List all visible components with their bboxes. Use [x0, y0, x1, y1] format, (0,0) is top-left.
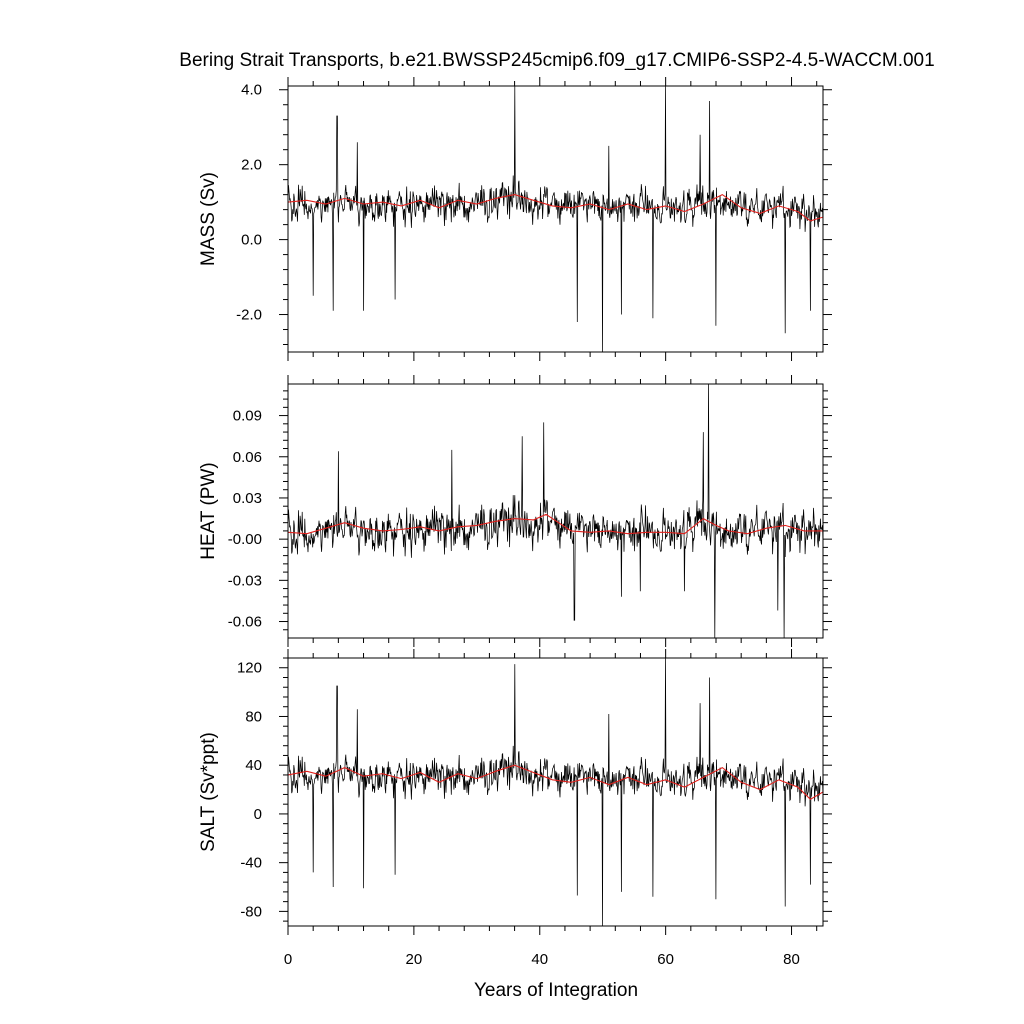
y-tick-label: 0.0 [241, 232, 262, 249]
y-tick-label: 0.06 [233, 449, 262, 466]
y-tick-label: -40 [240, 855, 262, 872]
series-smoothed-line [288, 513, 823, 535]
series-smoothed-line [288, 764, 823, 800]
y-tick-label: 40 [245, 757, 262, 774]
panel-frame [287, 85, 824, 353]
y-tick-label: 120 [237, 660, 262, 677]
y-tick-label: 0 [254, 806, 262, 823]
x-axis-label: Years of Integration [474, 980, 638, 1001]
series-raw-line [288, 658, 823, 926]
x-tick-label: 40 [531, 951, 548, 968]
series-smoothed-line [288, 193, 823, 222]
y-tick-label: 80 [245, 708, 262, 725]
y-tick-label: 4.0 [241, 82, 262, 99]
y-axis-label: MASS (Sv) [198, 172, 219, 266]
y-axis-label: SALT (Sv*ppt) [198, 732, 219, 852]
y-tick-label: -2.0 [236, 307, 262, 324]
y-tick-label: -0.06 [228, 614, 262, 631]
series-raw-line [288, 86, 823, 352]
panel-2: 0.09 0.06 0.03 -0.00 -0.03 -0.06 HEAT (PW) [198, 375, 832, 647]
panel-frame [287, 383, 824, 639]
chart-title: Bering Strait Transports, b.e21.BWSSP245… [179, 50, 934, 71]
y-tick-label: 2.0 [241, 157, 262, 174]
panel-frame [287, 657, 824, 927]
y-tick-label: 0.09 [233, 408, 262, 425]
chart-panels: 4.0 2.0 0.0 -2.0 MASS (Sv) 0.09 0.06 0.03 -0.00 -… [198, 77, 832, 968]
x-tick-label: 60 [657, 951, 674, 968]
panel-1: 4.0 2.0 0.0 -2.0 MASS (Sv) [198, 77, 832, 361]
x-tick-label: 20 [406, 951, 423, 968]
y-tick-label: -0.03 [228, 572, 262, 589]
x-tick-label: 0 [284, 951, 292, 968]
y-tick-label: -0.00 [228, 531, 262, 548]
y-tick-label: 0.03 [233, 490, 262, 507]
series-raw-line [288, 384, 823, 638]
y-tick-label: -80 [240, 903, 262, 920]
panel-3: 120 80 40 0 -40 -80 SALT (Sv*ppt) 0 20 40 60 80 [198, 649, 832, 968]
x-tick-label: 80 [783, 951, 800, 968]
y-axis-label: HEAT (PW) [198, 462, 219, 559]
